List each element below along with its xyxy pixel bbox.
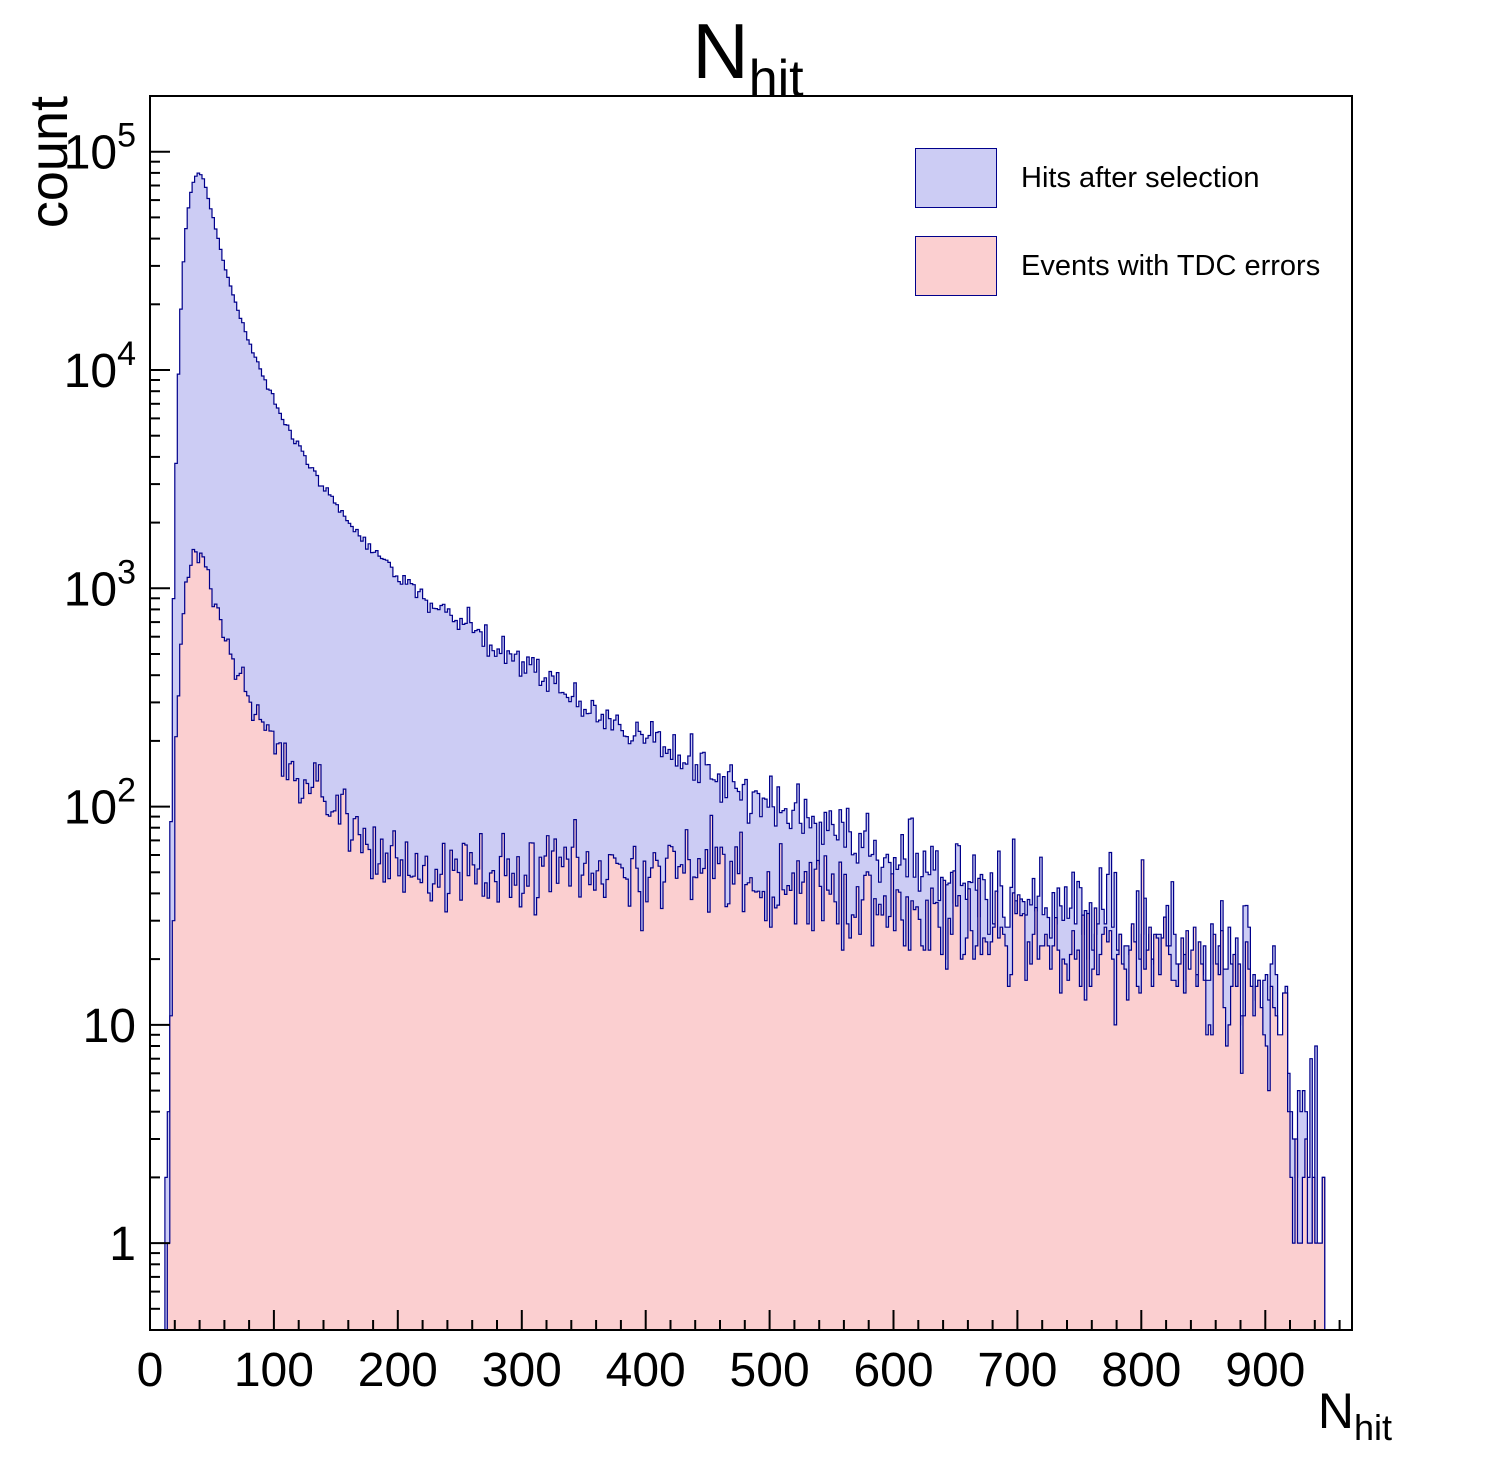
y-tick-label: 103 (64, 553, 136, 616)
x-tick-label: 0 (137, 1344, 164, 1397)
x-tick-label: 400 (606, 1344, 686, 1397)
x-tick-label: 900 (1225, 1344, 1305, 1397)
y-axis-title: count (19, 96, 79, 229)
y-tick-label: 102 (64, 772, 136, 835)
chart-title-sub: hit (748, 50, 804, 108)
legend-entry-hits: Hits after selection (915, 148, 1320, 208)
chart-title: Nhit (0, 6, 1496, 108)
plot-frame (149, 95, 1353, 1331)
x-axis-title: Nhit (1317, 1382, 1392, 1448)
legend: Hits after selection Events with TDC err… (915, 148, 1320, 324)
chart-title-main: N (692, 7, 749, 95)
y-tick-label: 104 (64, 335, 136, 398)
x-axis-title-main: N (1317, 1383, 1354, 1439)
y-tick-label: 1 (109, 1218, 136, 1271)
x-tick-label: 300 (482, 1344, 562, 1397)
x-tick-label: 600 (853, 1344, 933, 1397)
x-tick-label: 700 (977, 1344, 1057, 1397)
legend-entry-tdc-errors: Events with TDC errors (915, 236, 1320, 296)
x-tick-label: 200 (358, 1344, 438, 1397)
x-axis-title-sub: hit (1353, 1407, 1392, 1448)
legend-swatch-tdc-errors (915, 236, 997, 296)
legend-label-tdc-errors: Events with TDC errors (1021, 249, 1321, 282)
legend-label-hits: Hits after selection (1021, 161, 1260, 194)
x-tick-label: 500 (730, 1344, 810, 1397)
series-1-histogram (166, 548, 1326, 1331)
x-tick-label: 100 (234, 1344, 314, 1397)
y-tick-label: 10 (83, 1000, 136, 1053)
legend-swatch-hits (915, 148, 997, 208)
x-tick-label: 800 (1101, 1344, 1181, 1397)
